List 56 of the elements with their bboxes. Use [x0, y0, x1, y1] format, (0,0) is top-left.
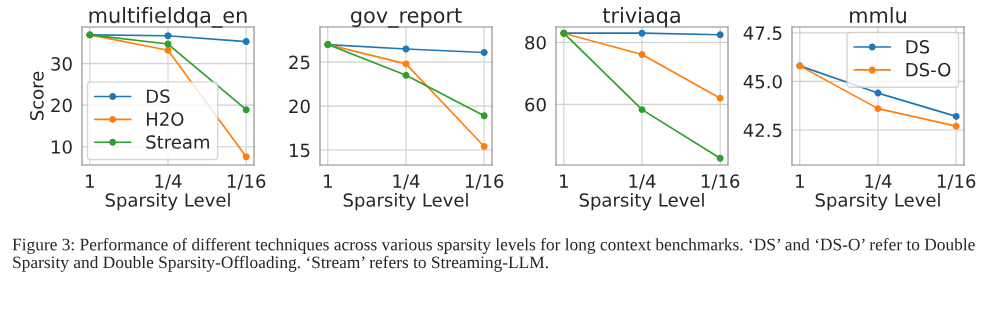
point — [638, 106, 646, 114]
point — [242, 106, 250, 114]
y-axis-title: Score — [30, 71, 44, 121]
point — [716, 94, 724, 102]
legend-label: DS-O — [906, 62, 951, 77]
x-tick-label: 1/16 — [227, 174, 266, 190]
y-tick-label: 20 — [289, 99, 310, 114]
x-tick-label: 1 — [324, 174, 332, 188]
x-axis-title: Sparsity Level — [815, 192, 940, 211]
x-tick-label: 1/4 — [865, 174, 892, 190]
y-tick-label: 20 — [51, 98, 72, 113]
point — [638, 51, 646, 59]
x-tick-label: 1 — [796, 174, 804, 188]
x-axis-title: Sparsity Level — [579, 192, 704, 211]
x-tick-label: 1/16 — [465, 174, 504, 190]
point — [164, 46, 172, 54]
legend-label: H2O — [146, 112, 184, 126]
point — [402, 71, 410, 79]
y-tick-label: 45.0 — [743, 74, 782, 89]
point — [242, 38, 250, 46]
x-tick-label: 1/4 — [629, 174, 656, 190]
x-tick-label: 1/4 — [155, 174, 182, 190]
x-axis-title: Sparsity Level — [343, 192, 468, 211]
x-tick-label: 1/16 — [701, 174, 740, 190]
point — [952, 122, 960, 130]
point — [480, 49, 488, 56]
y-tick-label: 10 — [51, 140, 72, 154]
y-tick-label: 47.5 — [743, 26, 782, 40]
legend-label: DS — [146, 89, 170, 104]
point — [638, 29, 646, 37]
x-tick-label: 1/4 — [393, 174, 420, 190]
point — [164, 32, 172, 40]
point — [716, 31, 724, 39]
point — [952, 112, 960, 120]
caption: Figure 3: Performance of different techniques across various sparsity levels for long context benchmarks. ‘DS’ and ‘DS-O’ refer to Double Sparsity and Double Sparsity-Offloading. ‘Stream’ refers to Streaming-LLM. — [12, 238, 975, 272]
chart-title: multifieldqa_en — [89, 7, 247, 28]
y-tick-label: 60 — [525, 97, 546, 112]
chart-title: triviaqa — [602, 7, 680, 28]
point — [716, 154, 724, 162]
x-tick-label: 1 — [560, 174, 568, 188]
point — [242, 153, 250, 161]
point — [874, 105, 882, 113]
legend-label: Stream — [146, 135, 209, 149]
y-tick-label: 15 — [289, 143, 310, 158]
legend-label: DS — [906, 39, 930, 54]
x-tick-label: 1/16 — [937, 174, 976, 190]
point — [480, 112, 488, 120]
point — [480, 143, 488, 151]
y-tick-label: 25 — [289, 55, 310, 70]
y-tick-label: 42.5 — [743, 123, 782, 138]
x-tick-label: 1 — [86, 174, 94, 188]
y-tick-label: 80 — [525, 35, 546, 50]
chart-title: gov_report — [350, 8, 462, 28]
x-axis-title: Sparsity Level — [105, 192, 230, 211]
chart-title: mmlu — [850, 7, 906, 24]
y-tick-label: 30 — [51, 57, 72, 71]
